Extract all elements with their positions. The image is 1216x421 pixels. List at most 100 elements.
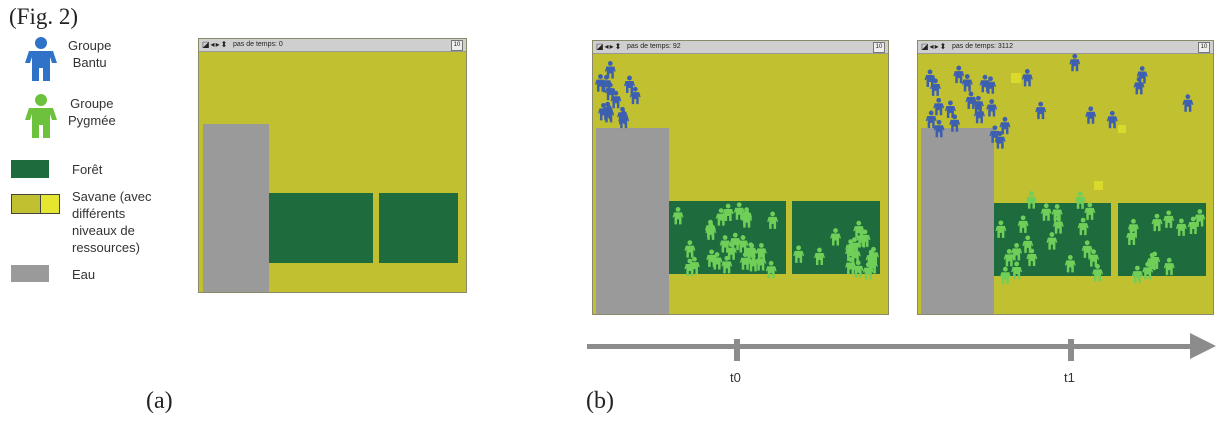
pygmy-agent	[1131, 265, 1143, 284]
water-swatch	[11, 265, 49, 282]
water-zone	[596, 128, 669, 314]
timeline-arrow-icon	[1190, 333, 1216, 359]
legend-bantu-label: Groupe Bantu	[68, 38, 112, 70]
pygmy-agent	[1003, 249, 1015, 267]
legend-forest-label: Forêt	[72, 162, 103, 177]
bantu-agent	[629, 86, 641, 105]
playback-controls-icon[interactable]: ◪◂▸⬍	[596, 42, 623, 51]
pygmy-agent	[1011, 243, 1023, 261]
simulation-window-t1: ◪◂▸⬍ pas de temps: 3112 10	[917, 40, 1214, 315]
pygmy-agent	[1151, 213, 1163, 232]
pygmy-agent	[729, 232, 741, 251]
pygmy-agent	[684, 240, 696, 258]
water-zone	[921, 128, 994, 314]
pygmy-agent	[1046, 232, 1058, 250]
pygmy-agent	[1040, 203, 1052, 221]
legend-savanna-label: Savane (avec différents niveaux de resso…	[72, 189, 152, 255]
pygmy-agent	[1187, 216, 1199, 235]
pygmy-agent	[1175, 218, 1187, 236]
forest-zone-1	[269, 193, 373, 263]
timeline-axis	[587, 344, 1195, 349]
pygmy-agent	[1026, 248, 1038, 267]
savanna-rich-patch	[1011, 73, 1021, 83]
forest-zone-2	[379, 193, 458, 263]
bantu-agent	[929, 78, 941, 96]
pygmy-agent	[739, 252, 751, 270]
pygmy-agent	[1163, 257, 1175, 276]
bantu-agent	[965, 91, 977, 109]
playback-controls-icon[interactable]: ◪◂▸⬍	[921, 42, 948, 51]
bantu-agent	[961, 74, 973, 92]
pygmy-agent	[813, 247, 825, 266]
pygmy-agent	[672, 206, 684, 225]
bantu-agent	[1021, 69, 1033, 87]
timeline-label-t0: t0	[730, 370, 741, 385]
bantu-agent	[1085, 106, 1097, 124]
savanna-rich-patch	[1094, 181, 1103, 190]
bantu-agent	[1106, 110, 1118, 129]
pygmy-agent	[1022, 235, 1034, 253]
pygmy-agent	[859, 229, 871, 247]
pygmy-agent	[1149, 251, 1161, 269]
bantu-agent	[972, 95, 984, 114]
legend-water-label: Eau	[72, 267, 96, 282]
speed-button[interactable]: 10	[1198, 42, 1210, 53]
savanna-swatch-low	[11, 194, 41, 214]
playback-controls-icon[interactable]: ◪◂▸⬍	[202, 40, 229, 49]
bantu-agent	[979, 74, 991, 93]
window-titlebar: ◪◂▸⬍ pas de temps: 0 10	[199, 39, 466, 52]
pygmy-agent	[755, 253, 767, 271]
agents-layer	[924, 53, 1206, 285]
bantu-agent	[933, 119, 945, 138]
speed-button[interactable]: 10	[873, 42, 885, 53]
pygmy-agent	[704, 219, 716, 238]
window-titlebar: ◪◂▸⬍ pas de temps: 3112 10	[918, 41, 1213, 54]
time-step-label: pas de temps: 0	[233, 41, 283, 48]
bantu-agent	[1069, 53, 1081, 72]
agents-layer	[594, 61, 880, 280]
pygmy-agent	[1017, 215, 1029, 233]
pygmy-agent	[715, 208, 727, 226]
bantu-agent	[989, 125, 1001, 143]
bantu-agent	[1182, 94, 1194, 112]
pygmy-agent	[746, 243, 758, 261]
pygmy-agent	[737, 235, 749, 253]
pygmy-agent	[830, 228, 842, 246]
figure-title: (Fig. 2)	[9, 4, 78, 29]
pygmy-agent	[849, 245, 861, 264]
pygmy-agent	[1142, 261, 1154, 280]
bantu-agent	[617, 106, 629, 125]
forest-swatch	[11, 160, 49, 178]
pygmy-agent	[1081, 240, 1093, 258]
bantu-agent	[1035, 101, 1047, 120]
pygmy-agent	[1074, 191, 1086, 209]
pygmy-agent	[741, 210, 753, 228]
pygmy-agent	[765, 260, 777, 279]
pygmy-agent	[1092, 263, 1104, 282]
simulation-window-initial: ◪◂▸⬍ pas de temps: 0 10	[198, 38, 467, 293]
savanna-swatch-high	[40, 194, 60, 214]
pygmy-agent	[793, 245, 805, 263]
bantu-agent	[610, 90, 622, 109]
water-zone	[203, 124, 269, 292]
timeline-label-t1: t1	[1064, 370, 1075, 385]
bantu-agent	[953, 65, 965, 84]
bantu-agent	[999, 116, 1011, 135]
bantu-agent	[594, 74, 606, 92]
pygmy-agent	[1163, 210, 1175, 228]
timeline-tick-t0	[734, 339, 740, 361]
pygmy-person-icon	[25, 94, 57, 138]
bantu-agent	[949, 114, 961, 132]
pygmy-agent	[1011, 261, 1023, 279]
pygmy-agent	[845, 257, 857, 275]
pygmy-agent	[767, 211, 779, 229]
simulation-window-t0: ◪◂▸⬍ pas de temps: 92 10	[592, 40, 889, 315]
speed-button[interactable]: 10	[451, 40, 463, 51]
panel-a-label: (a)	[146, 388, 173, 414]
pygmy-agent	[999, 266, 1011, 285]
pygmy-agent	[1025, 191, 1037, 209]
pygmy-agent	[1052, 216, 1064, 234]
pygmy-agent	[995, 220, 1007, 238]
bantu-agent	[986, 99, 998, 117]
pygmy-agent	[711, 252, 723, 270]
